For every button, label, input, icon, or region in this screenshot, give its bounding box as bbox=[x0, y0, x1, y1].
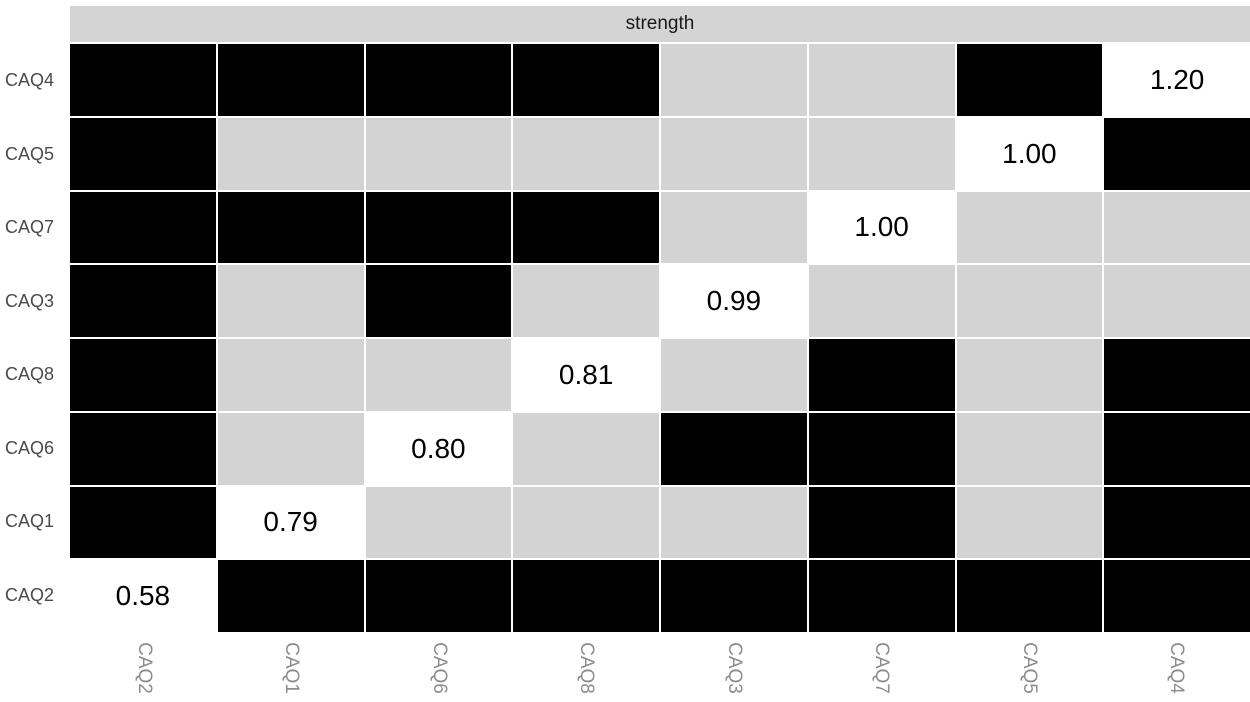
x-axis-label-caq6: CAQ6 bbox=[428, 642, 450, 694]
facet-strip-label: strength bbox=[70, 6, 1250, 42]
heatmap-cell bbox=[808, 265, 955, 337]
heatmap-cell bbox=[808, 117, 955, 190]
y-axis-label-caq1: CAQ1 bbox=[4, 511, 54, 532]
heatmap-cell bbox=[1104, 191, 1250, 264]
heatmap-cell bbox=[217, 412, 364, 485]
heatmap-cell bbox=[70, 486, 216, 559]
heatmap-cell bbox=[513, 191, 659, 264]
heatmap-cell bbox=[1104, 265, 1250, 337]
x-axis-label-caq8: CAQ8 bbox=[576, 642, 598, 694]
heatmap-cell-value: 0.58 bbox=[70, 560, 216, 632]
heatmap-cell bbox=[661, 412, 807, 485]
heatmap-cell bbox=[70, 412, 216, 485]
heatmap-cell bbox=[808, 560, 955, 632]
heatmap-cell bbox=[365, 339, 512, 411]
heatmap-cell bbox=[661, 486, 807, 559]
heatmap-cell bbox=[956, 191, 1103, 264]
heatmap-cell bbox=[661, 560, 807, 632]
heatmap-cell bbox=[661, 339, 807, 411]
heatmap-cell bbox=[956, 44, 1103, 116]
heatmap-cell bbox=[513, 412, 659, 485]
y-axis-label-caq8: CAQ8 bbox=[4, 364, 54, 385]
heatmap-cell bbox=[217, 191, 364, 264]
heatmap-cell bbox=[513, 560, 659, 632]
x-axis-label-caq2: CAQ2 bbox=[133, 642, 155, 694]
heatmap-grid: 1.20 1.00 1.00 0.99 0.81 0.80 0.79 0.58 bbox=[70, 44, 1250, 632]
heatmap-cell-value: 0.81 bbox=[513, 339, 659, 411]
heatmap-cell-value: 0.80 bbox=[365, 412, 512, 485]
heatmap-cell bbox=[217, 560, 364, 632]
heatmap-cell bbox=[217, 44, 364, 116]
heatmap-cell bbox=[217, 265, 364, 337]
heatmap-cell bbox=[661, 117, 807, 190]
heatmap-cell bbox=[808, 486, 955, 559]
heatmap-cell bbox=[365, 560, 512, 632]
heatmap-cell bbox=[1104, 339, 1250, 411]
heatmap-cell bbox=[217, 117, 364, 190]
heatmap-cell bbox=[513, 265, 659, 337]
heatmap-cell bbox=[956, 265, 1103, 337]
heatmap-cell bbox=[365, 265, 512, 337]
heatmap-cell bbox=[70, 117, 216, 190]
heatmap-cell bbox=[365, 486, 512, 559]
y-axis-label-caq2: CAQ2 bbox=[4, 584, 54, 605]
heatmap-cell bbox=[1104, 412, 1250, 485]
heatmap-cell-value: 1.20 bbox=[1104, 44, 1250, 116]
heatmap-cell-value: 0.99 bbox=[661, 265, 807, 337]
y-axis-label-caq4: CAQ4 bbox=[4, 70, 54, 91]
y-axis-label-caq7: CAQ7 bbox=[4, 217, 54, 238]
heatmap-cell bbox=[513, 117, 659, 190]
heatmap-cell bbox=[808, 339, 955, 411]
y-axis-label-caq5: CAQ5 bbox=[4, 143, 54, 164]
heatmap-cell bbox=[956, 412, 1103, 485]
heatmap-cell-value: 1.00 bbox=[956, 117, 1103, 190]
heatmap-cell bbox=[217, 339, 364, 411]
heatmap-cell bbox=[513, 486, 659, 559]
x-axis-label-caq1: CAQ1 bbox=[281, 642, 303, 694]
x-axis-label-caq5: CAQ5 bbox=[1018, 642, 1040, 694]
heatmap-cell bbox=[1104, 117, 1250, 190]
heatmap-cell bbox=[661, 44, 807, 116]
heatmap-cell bbox=[365, 117, 512, 190]
heatmap-cell bbox=[1104, 486, 1250, 559]
heatmap-cell bbox=[513, 44, 659, 116]
heatmap-cell bbox=[1104, 560, 1250, 632]
heatmap-cell bbox=[956, 560, 1103, 632]
heatmap-cell bbox=[661, 191, 807, 264]
heatmap-cell bbox=[808, 44, 955, 116]
x-axis-label-caq7: CAQ7 bbox=[871, 642, 893, 694]
heatmap-cell bbox=[70, 44, 216, 116]
x-axis-label-caq3: CAQ3 bbox=[723, 642, 745, 694]
heatmap-cell bbox=[70, 265, 216, 337]
heatmap-cell bbox=[956, 339, 1103, 411]
heatmap-cell bbox=[956, 486, 1103, 559]
heatmap-cell bbox=[70, 191, 216, 264]
y-axis-label-caq3: CAQ3 bbox=[4, 290, 54, 311]
y-axis-label-caq6: CAQ6 bbox=[4, 437, 54, 458]
x-axis-label-caq4: CAQ4 bbox=[1166, 642, 1188, 694]
heatmap-cell bbox=[70, 339, 216, 411]
heatmap-cell bbox=[808, 412, 955, 485]
heatmap-cell bbox=[365, 191, 512, 264]
heatmap-cell-value: 1.00 bbox=[808, 191, 955, 264]
heatmap-cell-value: 0.79 bbox=[217, 486, 364, 559]
heatmap-cell bbox=[365, 44, 512, 116]
